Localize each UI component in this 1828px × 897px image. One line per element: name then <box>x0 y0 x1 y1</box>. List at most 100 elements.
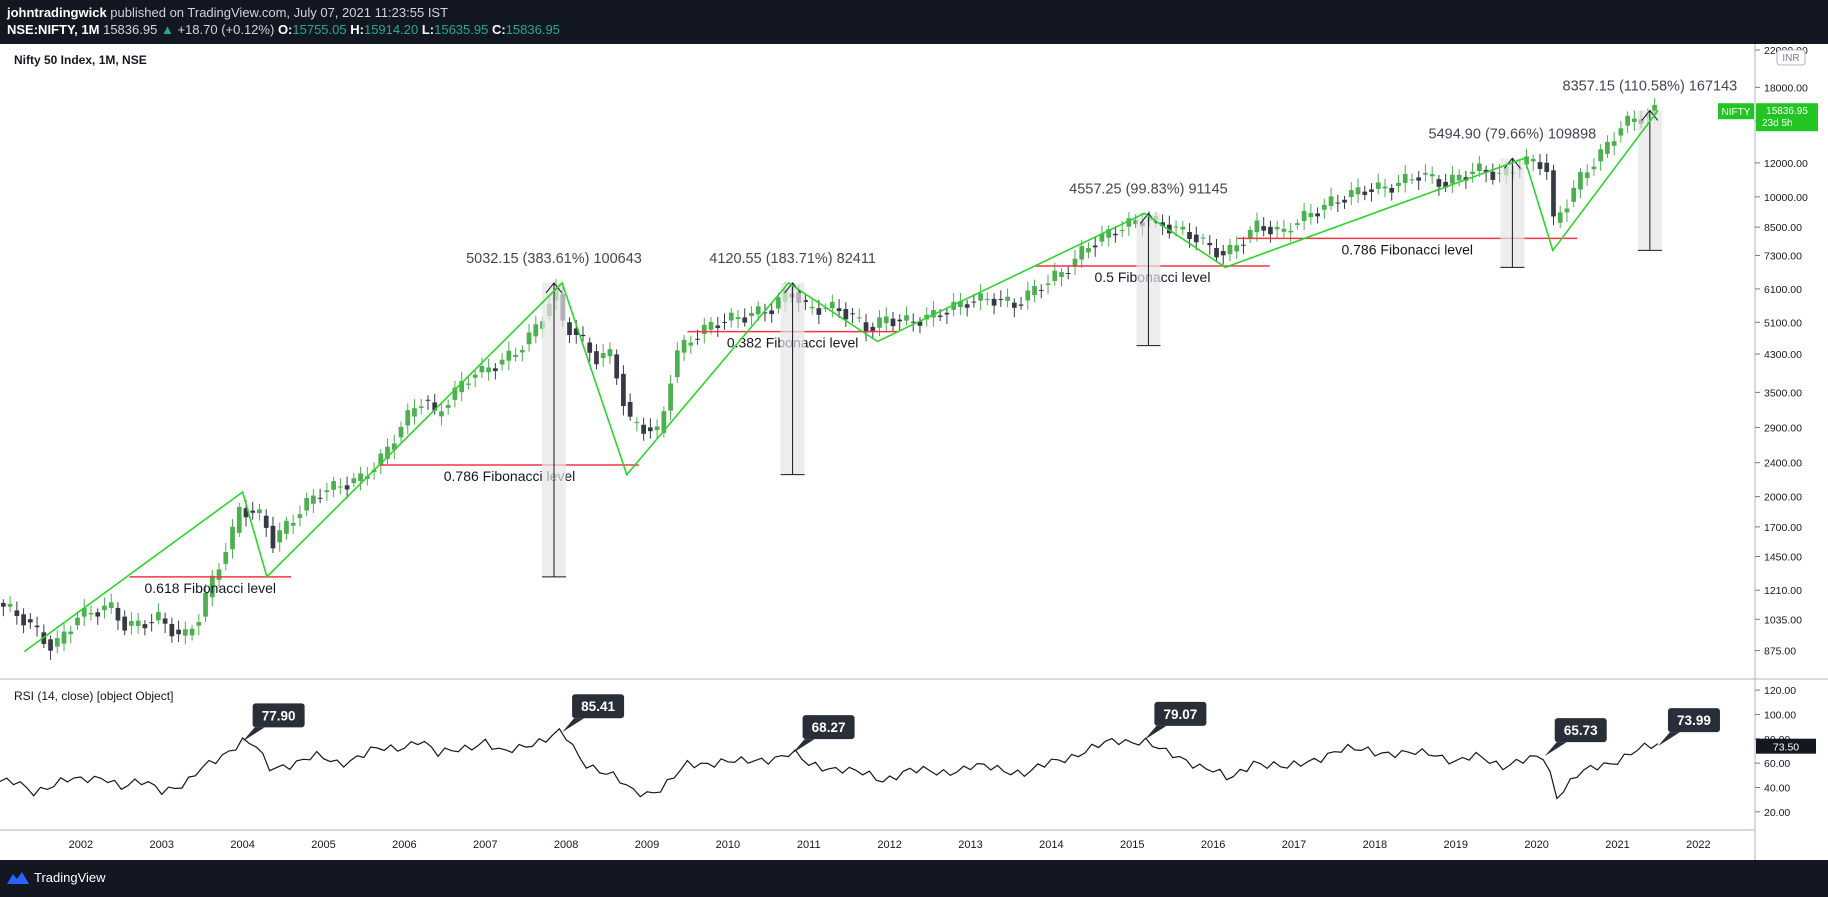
candle-body <box>1483 169 1489 173</box>
high-value: 15914.20 <box>363 22 419 37</box>
candle-body <box>1557 212 1563 223</box>
last-price: 15836.95 <box>103 22 158 37</box>
candle-body <box>1611 141 1617 146</box>
candle-body <box>209 575 215 598</box>
candle-body <box>182 629 188 636</box>
rsi-tick-label: 40.00 <box>1764 782 1790 794</box>
candle <box>728 307 734 328</box>
candle-body <box>156 612 161 621</box>
candle-body <box>1220 251 1226 256</box>
time-tick-label: 2005 <box>311 839 335 851</box>
rsi-callout: 65.73 <box>1544 718 1607 757</box>
candle-body <box>405 410 411 426</box>
candle <box>1321 198 1327 219</box>
rsi-callout: 77.90 <box>242 703 305 742</box>
candle <box>432 394 438 415</box>
measure-tool[interactable]: 5032.15 (383.61%) 100643 <box>466 251 642 578</box>
price-tick-label: 2400.00 <box>1764 458 1802 470</box>
candle <box>1045 274 1051 295</box>
candle <box>344 476 350 499</box>
candle <box>54 630 60 654</box>
candle <box>290 514 296 535</box>
candle <box>209 569 215 607</box>
candle-body <box>587 342 593 353</box>
candle <box>499 352 505 371</box>
candle-body <box>1 602 6 607</box>
rsi-current-badge[interactable]: 73.50 <box>1756 738 1816 754</box>
candle <box>1402 165 1408 193</box>
candle-body <box>1025 290 1031 301</box>
candle-body <box>1214 247 1219 258</box>
candle <box>1632 110 1637 131</box>
candle <box>162 612 168 634</box>
candle-body <box>931 310 936 318</box>
time-tick-label: 2003 <box>150 839 174 851</box>
candle-body <box>890 318 896 327</box>
candle-body <box>937 315 943 317</box>
measure-tool[interactable]: 8357.15 (110.58%) 167143 <box>1563 78 1738 251</box>
callout-box <box>252 703 305 728</box>
price-axis[interactable]: 22000.0018000.0015000.0012000.0010000.00… <box>1755 45 1808 658</box>
candle-body <box>1578 172 1583 190</box>
candle <box>1274 220 1280 238</box>
candle-body <box>54 638 60 647</box>
callout-label: 77.90 <box>262 708 296 723</box>
tradingview-logo-icon[interactable] <box>6 869 30 887</box>
candle <box>506 341 512 371</box>
time-axis[interactable]: 2002 2003 2004 2005 2006 2007 2008 2009 2010 2011… <box>69 839 1711 851</box>
candle <box>1193 226 1199 251</box>
candle <box>984 292 990 306</box>
candle-body <box>216 569 222 580</box>
zigzag-line[interactable] <box>23 110 1659 653</box>
candle <box>910 313 916 332</box>
price-badge[interactable]: NIFTY 15836.95 23d 5h <box>1718 103 1818 132</box>
symbol-label[interactable]: NSE:NIFTY, 1M <box>7 22 100 37</box>
candle-body <box>1632 118 1637 122</box>
chart-area[interactable]: 0.618 Fibonacci level 0.786 Fibonacci lev… <box>0 44 1828 860</box>
candle-body <box>236 506 242 533</box>
candle-body <box>1625 115 1630 126</box>
measure-tool[interactable]: 4120.55 (183.71%) 82411 <box>709 251 876 476</box>
candle-body <box>1564 208 1570 213</box>
candle <box>142 620 148 636</box>
price-tick-label: 18000.00 <box>1764 82 1808 94</box>
price-tick-label: 1035.00 <box>1764 614 1802 626</box>
candle-body <box>634 422 640 424</box>
candle-body <box>391 443 397 450</box>
rsi-tick-label: 20.00 <box>1764 807 1790 819</box>
candle <box>1180 220 1186 235</box>
measure-tool[interactable]: 4557.25 (99.83%) 91145 <box>1069 181 1228 347</box>
candle-body <box>176 629 181 635</box>
candle <box>1025 281 1031 310</box>
currency-badge[interactable]: INR <box>1776 49 1806 66</box>
candle-body <box>594 351 599 365</box>
candle-body <box>621 373 626 407</box>
rsi-line[interactable] <box>0 727 1659 800</box>
candle-body <box>1490 171 1496 180</box>
candle-body <box>142 624 148 629</box>
measure-label: 4557.25 (99.83%) 91145 <box>1069 181 1228 197</box>
brand-name[interactable]: TradingView <box>34 870 106 885</box>
candle-body <box>580 334 586 337</box>
candle-body <box>337 486 343 488</box>
candle <box>674 341 680 383</box>
main-pane-title: Nifty 50 Index, 1M, NSE <box>14 53 147 67</box>
candle-body <box>439 411 444 417</box>
candle-body <box>324 490 330 493</box>
measure-tool[interactable]: 5494.90 (79.66%) 109898 <box>1429 126 1597 268</box>
price-badge-countdown: 23d 5h <box>1762 118 1793 129</box>
author-name[interactable]: johntradingwick <box>7 5 107 20</box>
candle <box>843 302 849 327</box>
candle-body <box>1072 258 1078 267</box>
candle <box>1490 163 1496 185</box>
candle <box>75 611 80 630</box>
measure-label: 5032.15 (383.61%) 100643 <box>466 251 642 267</box>
candle-body <box>95 612 101 617</box>
candle <box>189 624 195 641</box>
candle-body <box>466 383 471 385</box>
candle <box>21 608 26 634</box>
candle <box>317 488 323 504</box>
candle-body <box>1618 128 1624 136</box>
candle-body <box>1450 174 1455 184</box>
candle-body <box>708 322 714 330</box>
